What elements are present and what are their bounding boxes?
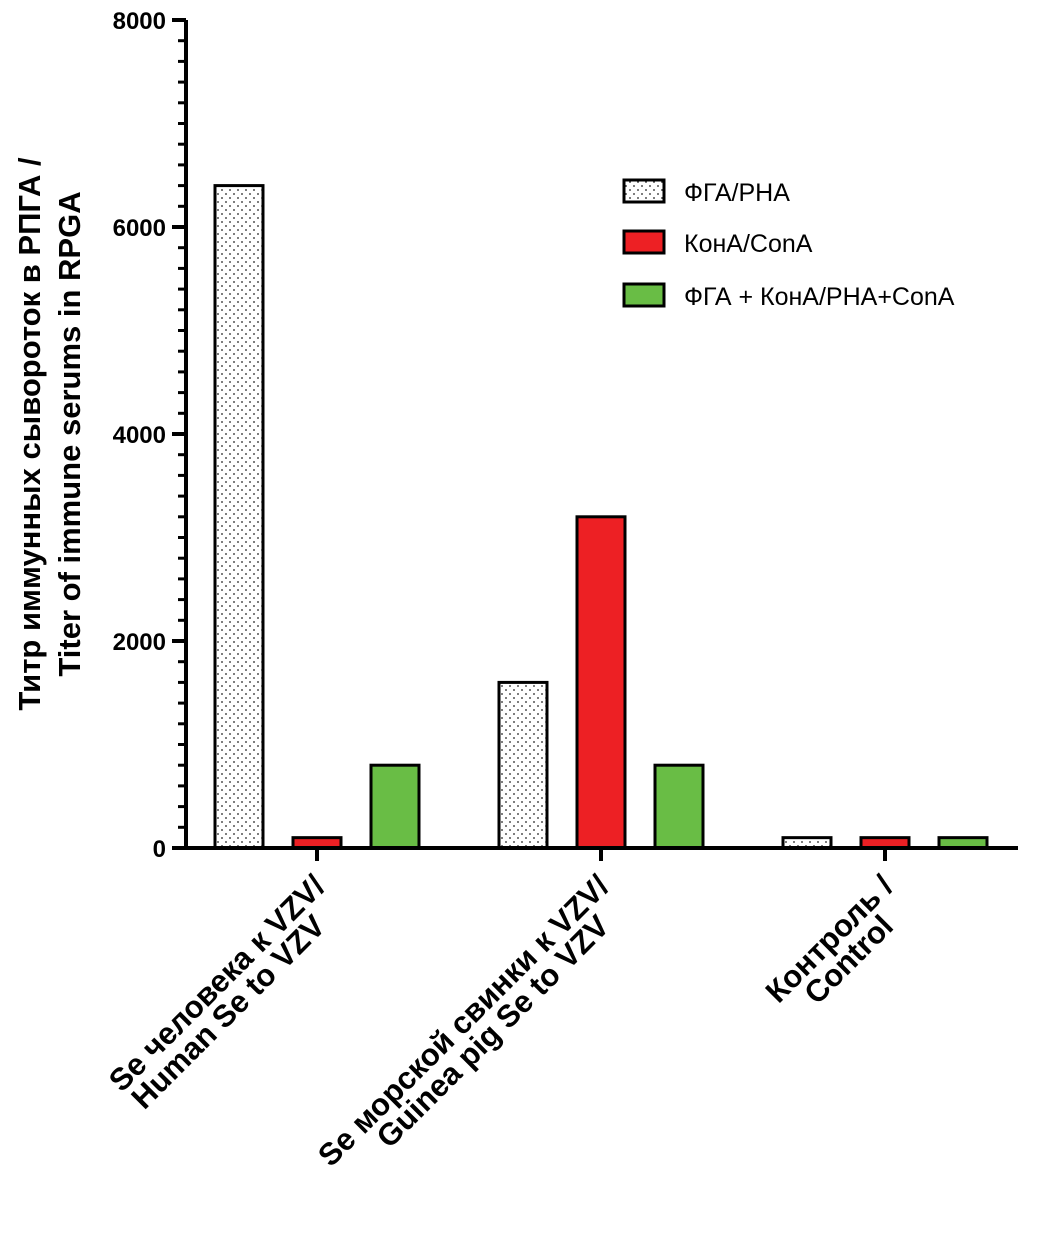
legend-label: ФГА/PHA <box>684 179 790 207</box>
legend-label: КонА/ConA <box>684 230 813 258</box>
legend-swatch <box>622 178 666 204</box>
y-tick-label: 0 <box>153 836 166 863</box>
y-axis-title-line: Титр иммунных сывороток в РПГА / <box>12 157 47 711</box>
bar-series3-category2 <box>653 763 705 850</box>
category-label-line: Se морской свинки к VZV/ <box>311 868 616 1173</box>
bar-series3-category1 <box>369 763 421 850</box>
y-tick-label: 6000 <box>113 215 166 242</box>
y-tick-label: 2000 <box>113 629 166 656</box>
y-tick-label: 8000 <box>113 8 166 35</box>
bar-series1-category2 <box>497 680 549 850</box>
y-axis-title-line: Titer of immune serums in RPGA <box>52 191 87 676</box>
legend-swatch <box>622 229 666 255</box>
legend-swatch <box>622 282 666 308</box>
y-axis-title: Титр иммунных сывороток в РПГА / Titer of… <box>12 157 87 711</box>
category-label-line: Se человека к VZV/ <box>102 868 332 1098</box>
bars <box>213 184 989 850</box>
bar-series1-category1 <box>213 184 265 850</box>
x-axis <box>184 846 1018 861</box>
bar-series2-category2 <box>575 515 627 850</box>
y-tick-label: 4000 <box>113 422 166 449</box>
category-label-line: Guinea pig Se to VZV <box>370 908 617 1155</box>
y-axis: 0 2000 4000 6000 8000 <box>113 8 188 863</box>
legend-label: ФГА + КонА/PHA+ConA <box>684 283 955 311</box>
legend: ФГА/PHA КонА/ConA ФГА + КонА/PHA+ConA <box>622 178 955 311</box>
category-label-line: Human Se to VZV <box>125 908 333 1116</box>
